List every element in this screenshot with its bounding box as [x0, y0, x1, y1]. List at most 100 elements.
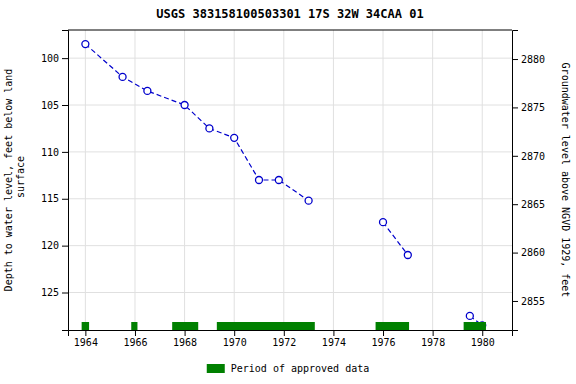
- grid-line-x: [85, 30, 86, 330]
- tick-label: 2860: [521, 247, 545, 258]
- plot: 1964196619681970197219741976197819801001…: [41, 30, 545, 348]
- title: USGS 383158100503301 17S 32W 34CAA 01: [156, 7, 423, 21]
- tick-mark: [482, 330, 483, 336]
- span-bar: [217, 322, 315, 330]
- span-bar: [82, 322, 89, 330]
- grid-line-x: [184, 30, 185, 330]
- tick: 2855: [512, 296, 545, 307]
- tick: 1966: [123, 330, 147, 348]
- tick: 1964: [74, 330, 98, 348]
- tick-label: 105: [41, 100, 59, 111]
- point: [144, 87, 151, 94]
- grid-line-y: [68, 292, 512, 293]
- tick-mark: [185, 330, 186, 336]
- axis-line: [69, 331, 513, 337]
- tick: 2870: [512, 151, 545, 162]
- tick-label: 2875: [521, 102, 545, 113]
- tick-label: 1980: [471, 337, 495, 348]
- tick: 2880: [512, 54, 545, 65]
- tick: 110: [41, 147, 68, 158]
- tick: 1980: [471, 330, 495, 348]
- x-axis: 1964 1966 1968 1970 1972 1974 1976 1978 1980: [69, 330, 513, 348]
- point: [119, 73, 126, 80]
- tick: 1970: [223, 330, 247, 348]
- point: [82, 41, 89, 48]
- tick-mark: [284, 330, 285, 336]
- y-axis-title: Depth to water level, feet below land su…: [3, 69, 26, 292]
- grid-line-x: [134, 30, 135, 330]
- axis-line: [62, 31, 69, 331]
- legend: Period of approved data: [207, 363, 369, 374]
- tick-label: 100: [41, 53, 59, 64]
- grid-line-y: [68, 105, 512, 106]
- point: [404, 252, 411, 259]
- grid-line-x: [333, 30, 334, 330]
- grid-line-y: [68, 198, 512, 199]
- tick-mark: [383, 330, 384, 336]
- span-bar: [464, 322, 486, 330]
- tick: 115: [41, 193, 68, 204]
- tick-label: 1964: [74, 337, 98, 348]
- tick: 105: [41, 100, 68, 111]
- tick-label: 2855: [521, 296, 545, 307]
- line: [383, 222, 408, 255]
- grid-line-x: [383, 30, 384, 330]
- tick-label: 1966: [123, 337, 147, 348]
- point: [231, 134, 238, 141]
- grid-line-y: [68, 245, 512, 246]
- tick-label: 2880: [521, 54, 545, 65]
- grid: [68, 30, 512, 330]
- tick-label: 120: [41, 240, 59, 251]
- span-bar: [376, 322, 409, 330]
- tick-mark: [62, 199, 68, 200]
- tick-mark: [62, 152, 68, 153]
- tick-label: 115: [41, 193, 59, 204]
- tick-label: 1978: [421, 337, 445, 348]
- tick: 2865: [512, 199, 545, 210]
- span-bar: [172, 322, 198, 330]
- tick-label: 1972: [272, 337, 296, 348]
- point: [305, 197, 312, 204]
- y-axis: 100 105 110 115 120 125: [41, 31, 69, 331]
- tick-mark: [135, 330, 136, 336]
- tick: 2860: [512, 247, 545, 258]
- point: [206, 125, 213, 132]
- tick: 1976: [371, 330, 395, 348]
- tick-mark: [333, 330, 334, 336]
- legend-swatch: [207, 364, 225, 373]
- line: [85, 44, 308, 201]
- tick-mark: [62, 105, 68, 106]
- grid-line-y: [68, 58, 512, 59]
- y2-axis-title: Groundwater level above NGVD 1929, feet: [560, 63, 571, 298]
- tick-mark: [62, 246, 68, 247]
- point: [255, 177, 262, 184]
- grid-line-x: [482, 30, 483, 330]
- tick-mark: [62, 293, 68, 294]
- tick-mark: [433, 330, 434, 336]
- tick: 120: [41, 240, 68, 251]
- tick-mark: [512, 253, 518, 254]
- tick-label: 1976: [371, 337, 395, 348]
- marks: [82, 41, 486, 330]
- tick-mark: [512, 107, 518, 108]
- tick-mark: [85, 330, 86, 336]
- tick-label: 2870: [521, 151, 545, 162]
- tick-mark: [512, 156, 518, 157]
- tick-mark: [512, 59, 518, 60]
- tick-label: 110: [41, 147, 59, 158]
- tick-label: 2865: [521, 199, 545, 210]
- y2-axis: 2855 2860 2865 2870 2875 2880: [512, 31, 545, 331]
- axis-line: [513, 31, 519, 331]
- tick: 2875: [512, 102, 545, 113]
- grid-line-y: [68, 151, 512, 152]
- span-bar: [131, 322, 137, 330]
- frame-top: [68, 30, 512, 31]
- grid-line-x: [234, 30, 235, 330]
- tick: 1968: [173, 330, 197, 348]
- tick-label: 1974: [322, 337, 346, 348]
- tick: 1972: [272, 330, 296, 348]
- tick-mark: [512, 204, 518, 205]
- tick: 125: [41, 287, 68, 298]
- legend-label: Period of approved data: [231, 363, 369, 374]
- legend-item: Period of approved data: [207, 363, 369, 374]
